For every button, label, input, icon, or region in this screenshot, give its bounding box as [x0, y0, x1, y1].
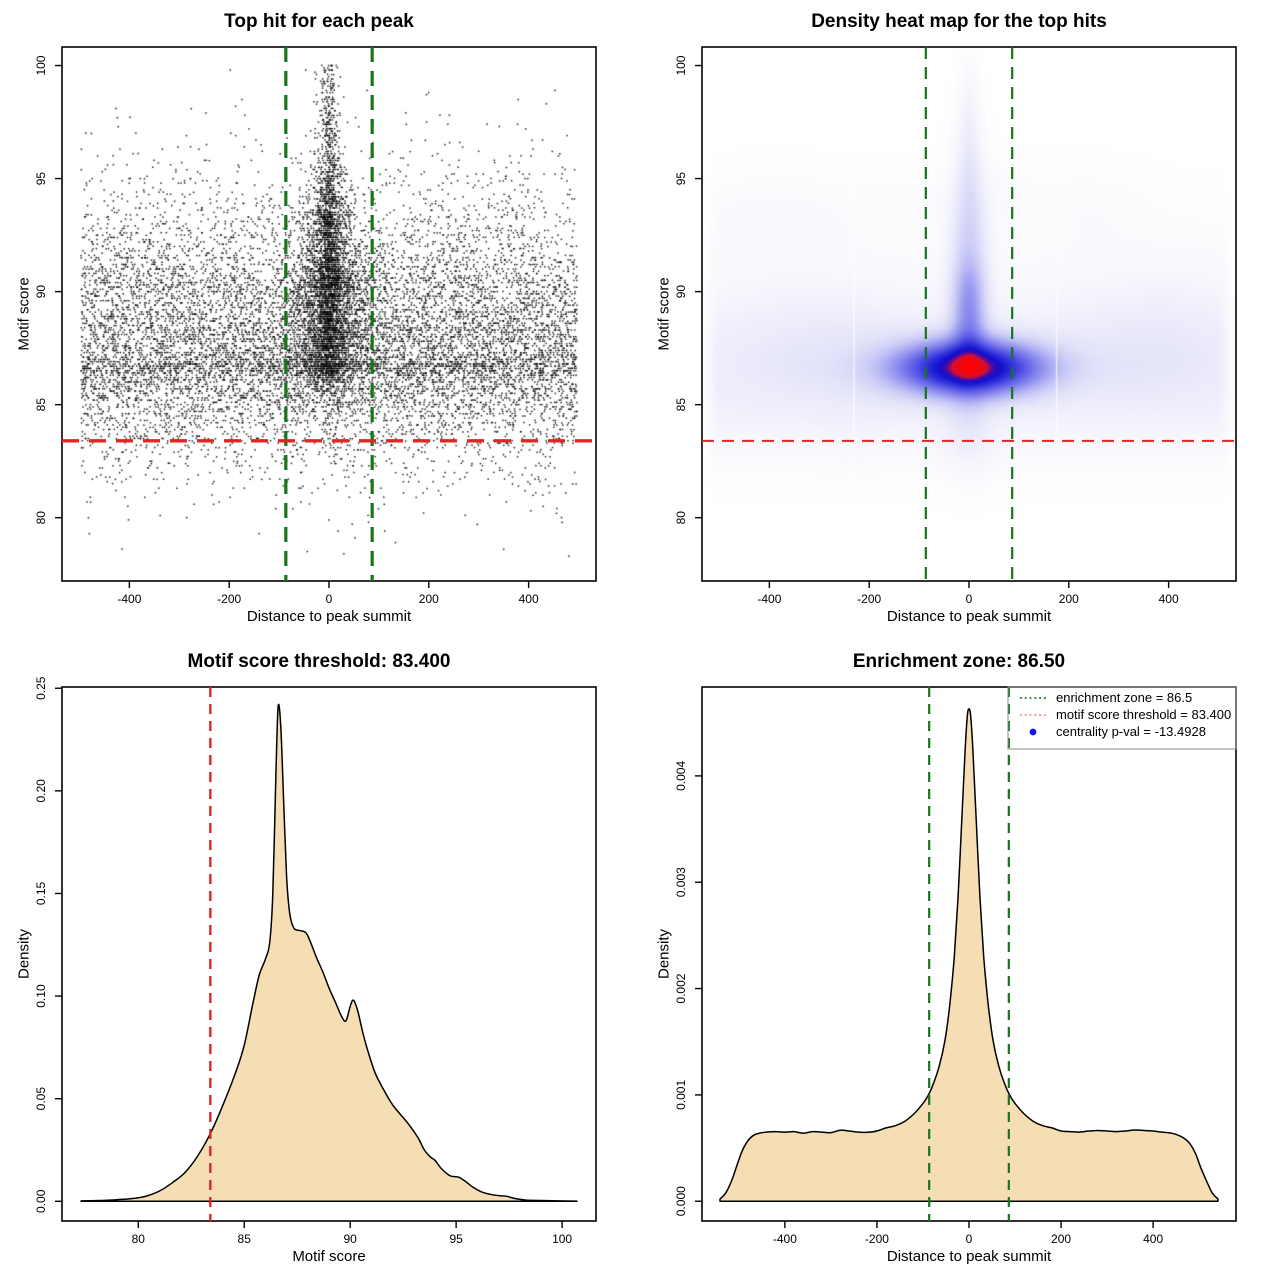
y-tick-label: 0.004 — [674, 761, 688, 791]
score-density-xlabel: Motif score — [292, 1248, 366, 1265]
score-density-curve — [80, 703, 578, 1203]
x-tick-label: 200 — [1059, 592, 1079, 606]
x-tick-label: 0 — [966, 592, 973, 606]
y-tick-label: 0.15 — [34, 881, 48, 905]
score-density-title: Motif score threshold: 83.400 — [187, 651, 451, 672]
x-tick-label: -200 — [217, 592, 241, 606]
y-tick-label: 90 — [34, 285, 48, 299]
heatmap-xlabel: Distance to peak summit — [886, 608, 1052, 625]
panel-motif-score-density: 80 85 90 95 100 0.00 0.05 0.10 0.15 0.20 0.25 Moti… — [0, 640, 640, 1280]
x-tick-label: -400 — [117, 592, 141, 606]
x-tick-label: 85 — [238, 1232, 252, 1246]
x-tick-label: -200 — [865, 1232, 889, 1246]
y-tick-label: 0.10 — [34, 984, 48, 1008]
heatmap-ylabel: Motif score — [655, 277, 673, 351]
panel-density-heatmap: -400 -200 0 200 400 80 85 90 95 100 Density heat … — [640, 0, 1280, 640]
axes: 80 85 90 95 100 0.00 0.05 0.10 0.15 0.20 0.25 — [34, 676, 597, 1246]
y-tick-label: 0.003 — [674, 867, 688, 897]
x-tick-label: 400 — [519, 592, 539, 606]
panel-top-hits-scatter: -400 -200 0 200 400 80 85 90 95 100 Top hit for e… — [0, 0, 640, 640]
distance-density-title: Enrichment zone: 86.50 — [852, 651, 1066, 672]
y-tick-label: 0.001 — [674, 1080, 688, 1110]
legend: enrichment zone = 86.5 motif score thresh… — [1007, 686, 1237, 750]
heatmap-axes-svg: -400 -200 0 200 400 80 85 90 95 100 — [674, 46, 1237, 606]
y-tick-label: 85 — [674, 398, 688, 412]
score-density-svg: 80 85 90 95 100 0.00 0.05 0.10 0.15 0.20 0.25 — [34, 676, 597, 1246]
distance-density-svg: -400 -200 0 200 400 0.000 0.001 0.002 0.003 0.004… — [674, 686, 1237, 1246]
y-tick-label: 95 — [674, 172, 688, 186]
legend-swatch-dot — [1029, 728, 1037, 736]
x-tick-label: 90 — [344, 1232, 358, 1246]
y-tick-label: 0.20 — [34, 779, 48, 803]
legend-item-label: centrality p-val = -13.4928 — [1056, 724, 1206, 739]
x-tick-label: -400 — [773, 1232, 797, 1246]
distance-density-xlabel: Distance to peak summit — [886, 1248, 1052, 1265]
x-tick-label: 400 — [1143, 1232, 1163, 1246]
x-tick-label: -200 — [857, 592, 881, 606]
x-tick-label: 0 — [966, 1232, 973, 1246]
y-tick-label: 0.000 — [674, 1186, 688, 1216]
x-tick-label: 100 — [552, 1232, 572, 1246]
y-tick-label: 0.25 — [34, 676, 48, 700]
y-tick-label: 90 — [674, 285, 688, 299]
x-tick-label: 80 — [132, 1232, 146, 1246]
score-density-ylabel: Density — [15, 928, 33, 980]
axes: -400 -200 0 200 400 0.000 0.001 0.002 0.003 0.004 — [674, 686, 1237, 1246]
scatter-axes-svg: -400 -200 0 200 400 80 85 90 95 100 — [34, 46, 597, 606]
y-tick-label: 80 — [674, 511, 688, 525]
axes: -400 -200 0 200 400 80 85 90 95 100 — [674, 46, 1237, 606]
panel-summit-distance-density: -400 -200 0 200 400 0.000 0.001 0.002 0.003 0.004… — [640, 640, 1280, 1280]
x-tick-label: -400 — [757, 592, 781, 606]
y-tick-label: 100 — [34, 55, 48, 75]
scatter-xlabel: Distance to peak summit — [246, 608, 412, 625]
x-tick-label: 95 — [449, 1232, 463, 1246]
y-tick-label: 80 — [34, 511, 48, 525]
y-tick-label: 100 — [674, 55, 688, 75]
y-tick-label: 95 — [34, 172, 48, 186]
y-tick-label: 0.05 — [34, 1087, 48, 1111]
scatter-points-canvas — [62, 47, 596, 583]
heatmap-title: Density heat map for the top hits — [811, 11, 1107, 32]
distance-density-curve — [719, 708, 1219, 1202]
legend-item-label: enrichment zone = 86.5 — [1056, 690, 1192, 705]
scatter-title: Top hit for each peak — [224, 11, 414, 32]
legend-item-label: motif score threshold = 83.400 — [1056, 707, 1231, 722]
x-tick-label: 0 — [326, 592, 333, 606]
y-tick-label: 0.002 — [674, 973, 688, 1003]
x-tick-label: 200 — [1051, 1232, 1071, 1246]
x-tick-label: 200 — [419, 592, 439, 606]
x-tick-label: 400 — [1159, 592, 1179, 606]
axes: -400 -200 0 200 400 80 85 90 95 100 — [34, 46, 597, 606]
distance-density-ylabel: Density — [655, 928, 673, 980]
scatter-ylabel: Motif score — [15, 277, 33, 351]
y-tick-label: 85 — [34, 398, 48, 412]
heatmap-canvas — [702, 47, 1236, 583]
y-tick-label: 0.00 — [34, 1189, 48, 1213]
